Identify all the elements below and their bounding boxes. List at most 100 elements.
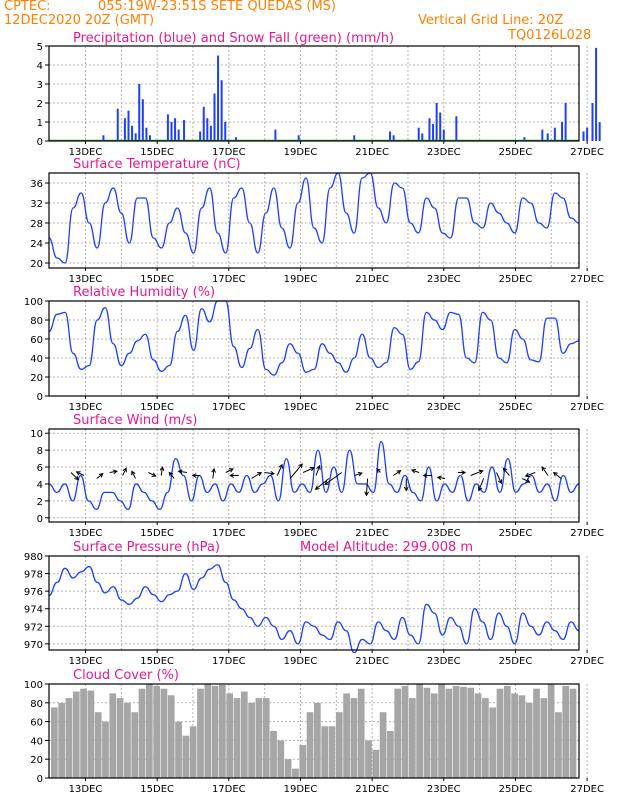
data-line: [48, 441, 580, 510]
y-tick-label: 10: [30, 429, 43, 440]
wind-arrow-head: [314, 485, 320, 490]
wind-arrow: [225, 468, 234, 473]
cloud-bar: [233, 698, 241, 778]
y-tick-label: 80: [30, 316, 43, 327]
wind-arrow: [365, 478, 369, 496]
x-tick-label: 19DEC: [284, 147, 318, 158]
precip-bar: [553, 127, 556, 141]
precip-bar: [435, 103, 438, 141]
x-tick-label: 25DEC: [499, 656, 533, 667]
cloud-bar: [182, 735, 190, 778]
x-tick-label: 21DEC: [355, 528, 389, 539]
wind-arrow-head: [422, 473, 428, 478]
wind-arrow-head: [98, 473, 104, 478]
x-tick-label: 27DEC: [570, 402, 604, 413]
x-tick-label: 13DEC: [69, 784, 103, 795]
cloud-bar: [167, 695, 175, 778]
y-tick-label: 8: [37, 446, 43, 457]
precip-bar: [541, 129, 544, 141]
x-tick-label: 15DEC: [140, 402, 174, 413]
cloud-bar: [255, 698, 263, 778]
wind-arrow-head: [168, 471, 174, 477]
wind-arrow-head: [552, 471, 558, 477]
wind-arrow: [131, 471, 136, 479]
source-label: CPTEC:: [4, 0, 51, 14]
x-tick-label: 25DEC: [499, 402, 533, 413]
wind-arrow-head: [257, 471, 263, 477]
wind-arrow-head: [228, 468, 234, 473]
wind-arrow-head: [74, 475, 79, 481]
precip-bar: [127, 110, 130, 141]
y-tick-label: 5: [37, 42, 43, 53]
x-tick-label: 19DEC: [284, 528, 318, 539]
precip-bar: [220, 80, 223, 141]
x-tick-label: 23DEC: [427, 402, 461, 413]
precip-bar: [582, 131, 585, 141]
data-line: [48, 564, 580, 654]
y-tick-label: 40: [30, 354, 43, 365]
y-tick-label: 0: [37, 514, 43, 525]
cloud-bar: [204, 684, 212, 778]
cloud-bar: [124, 702, 131, 778]
run-date-label: 12DEC2020 20Z (GMT): [4, 13, 155, 28]
cloud-bar: [65, 698, 73, 778]
x-tick-label: 15DEC: [140, 274, 174, 285]
x-tick-label: 15DEC: [140, 147, 174, 158]
wind-arrow: [276, 464, 283, 476]
precip-bar: [224, 122, 227, 141]
panel-title: Surface Wind (m/s): [73, 413, 197, 428]
cloud-bar: [277, 740, 285, 778]
cloud-bar: [482, 698, 489, 778]
precip-bar: [174, 118, 177, 141]
cloud-bar: [489, 707, 497, 778]
x-tick-label: 21DEC: [355, 274, 389, 285]
cloud-bar: [547, 684, 555, 778]
y-tick-label: 976: [24, 587, 43, 598]
wind-arrow-head: [396, 470, 402, 475]
precip-bar: [234, 137, 237, 141]
precip-bar: [123, 118, 126, 141]
precip-bar: [170, 122, 173, 141]
x-tick-label: 17DEC: [212, 402, 246, 413]
plot-frame: [48, 683, 580, 779]
x-tick-label: 27DEC: [570, 528, 604, 539]
wind-arrow: [553, 472, 562, 479]
y-tick-label: 100: [24, 680, 43, 691]
wind-arrow: [212, 468, 215, 479]
cloud-bar: [416, 684, 423, 778]
wind-arrow: [109, 470, 117, 473]
panel-title: Relative Humidity (%): [73, 285, 215, 300]
wind-arrow: [525, 472, 536, 477]
x-tick-label: 23DEC: [427, 274, 461, 285]
cloud-bar: [197, 688, 204, 778]
x-tick-label: 19DEC: [284, 274, 318, 285]
wind-arrow-head: [502, 467, 508, 473]
cloud-bar: [219, 684, 226, 778]
y-tick-label: 0: [37, 392, 43, 403]
y-tick-label: 972: [24, 622, 43, 633]
wind-arrow-head: [497, 479, 503, 485]
precip-bar: [523, 137, 526, 141]
cloud-bar: [116, 698, 124, 778]
y-tick-label: 20: [30, 373, 43, 384]
precip-bar: [561, 122, 564, 141]
wind-arrow: [411, 469, 420, 473]
cloud-bar: [438, 684, 445, 778]
cloud-bar: [211, 685, 219, 778]
cloud-bar: [328, 726, 336, 778]
cloud-bar: [460, 686, 467, 778]
cloud-bar: [335, 712, 343, 778]
cloud-bar: [306, 712, 314, 778]
y-tick-label: 980: [24, 552, 43, 563]
wind-arrow-head: [309, 466, 315, 472]
precip-bar: [353, 135, 356, 141]
x-tick-label: 21DEC: [355, 656, 389, 667]
wind-arrow: [437, 476, 446, 479]
precip-bar: [442, 129, 445, 141]
y-tick-label: 3: [37, 80, 43, 91]
cloud-bar: [372, 749, 380, 778]
plot-frame: [48, 45, 580, 142]
cloud-bar: [525, 702, 533, 778]
cloud-bar: [467, 687, 475, 778]
